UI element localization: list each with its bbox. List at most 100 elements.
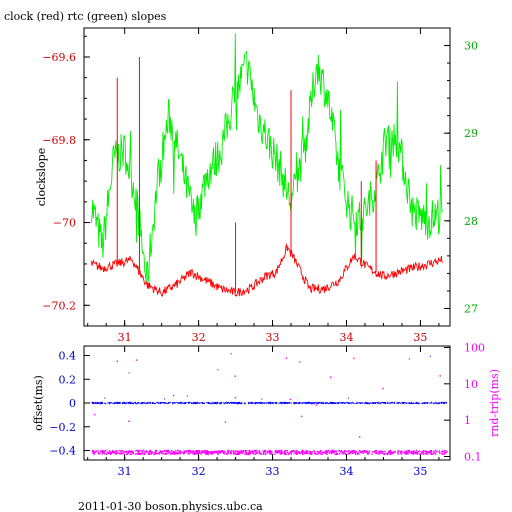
rndtrip-point xyxy=(175,450,177,452)
rndtrip-point xyxy=(235,453,237,456)
offset-point xyxy=(145,402,147,404)
offset-point xyxy=(113,403,115,404)
offset-point xyxy=(173,395,175,396)
rndtrip-point xyxy=(332,451,334,453)
rndtrip-point xyxy=(351,450,354,452)
rndtrip-point xyxy=(149,450,152,452)
rndtrip-point xyxy=(193,452,196,454)
rndtrip-point xyxy=(348,453,350,455)
rndtrip-point xyxy=(113,452,115,454)
rndtrip-point xyxy=(424,453,426,455)
rndtrip-point xyxy=(214,450,216,453)
rndtrip-point xyxy=(408,451,410,454)
rndtrip-point xyxy=(259,453,261,455)
offset-point xyxy=(338,401,340,403)
offset-point xyxy=(271,402,273,404)
offset-point xyxy=(186,395,188,397)
offset-point xyxy=(287,402,288,404)
offset-point xyxy=(167,402,169,404)
rndtrip-point xyxy=(132,451,134,453)
rndtrip-point xyxy=(196,451,199,454)
offset-point xyxy=(314,401,316,403)
rndtrip-point xyxy=(375,452,377,454)
offset-point xyxy=(274,402,276,403)
rndtrip-point xyxy=(199,450,201,452)
offset-point xyxy=(244,403,246,405)
offset-point xyxy=(276,402,278,404)
offset-point xyxy=(275,402,277,404)
rndtrip-point xyxy=(416,453,418,455)
rndtrip-point xyxy=(205,452,207,455)
offset-point xyxy=(328,403,330,405)
rndtrip-point xyxy=(128,420,130,422)
rndtrip-point xyxy=(419,450,421,452)
offset-point xyxy=(305,403,307,405)
offset-point xyxy=(166,403,168,405)
rndtrip-point xyxy=(434,453,437,455)
rndtrip-point xyxy=(344,453,347,455)
rndtrip-point xyxy=(108,450,111,452)
offset-point xyxy=(291,402,292,404)
rndtrip-point xyxy=(136,359,138,361)
rndtrip-point xyxy=(236,452,238,454)
offset-point xyxy=(326,402,327,404)
rndtrip-point xyxy=(315,453,318,455)
offset-point xyxy=(310,403,312,404)
offset-point xyxy=(433,403,435,405)
offset-point xyxy=(319,402,321,404)
rndtrip-point xyxy=(131,451,133,453)
offset-point xyxy=(127,402,129,403)
offset-point xyxy=(383,403,385,404)
offset-point xyxy=(258,402,260,403)
offset-point xyxy=(170,402,171,404)
offset-point xyxy=(253,402,255,404)
offset-point xyxy=(412,402,414,404)
rndtrip-point xyxy=(297,452,299,454)
offset-point xyxy=(270,402,272,404)
bottom-x-tick-label: 33 xyxy=(266,465,280,478)
rndtrip-point xyxy=(325,450,328,452)
rndtrip-point xyxy=(342,453,344,455)
rndtrip-point xyxy=(422,452,425,454)
offset-point xyxy=(332,402,333,404)
offset-point xyxy=(206,402,208,404)
offset-point xyxy=(351,401,353,403)
rndtrip-point xyxy=(166,453,168,455)
offset-point xyxy=(383,402,385,404)
rndtrip-point xyxy=(351,451,353,454)
rndtrip-point xyxy=(374,450,376,452)
offset-point xyxy=(287,402,289,404)
offset-point xyxy=(430,402,432,404)
rndtrip-point xyxy=(321,453,323,455)
bottom-y2-axis-label: rnd-trip(ms) xyxy=(488,369,501,437)
rndtrip-point xyxy=(255,453,257,455)
rndtrip-point xyxy=(276,452,279,454)
rndtrip-point xyxy=(401,451,403,453)
offset-point xyxy=(276,403,277,405)
rndtrip-point xyxy=(357,453,360,455)
rndtrip-point xyxy=(232,451,235,454)
offset-point xyxy=(387,401,389,403)
offset-point xyxy=(347,397,349,399)
rndtrip-point xyxy=(439,375,441,377)
rndtrip-point xyxy=(318,451,320,454)
rndtrip-point xyxy=(249,450,251,452)
rndtrip-point xyxy=(233,453,235,455)
rndtrip-point xyxy=(139,450,142,452)
offset-point xyxy=(177,402,179,404)
offset-point xyxy=(285,401,287,403)
offset-point xyxy=(100,403,101,405)
rndtrip-point xyxy=(100,450,102,452)
rndtrip-point xyxy=(142,449,145,452)
offset-point xyxy=(316,403,318,404)
rndtrip-point xyxy=(311,451,314,453)
offset-point xyxy=(184,403,185,404)
rndtrip-point xyxy=(196,453,198,455)
offset-point xyxy=(429,402,431,404)
offset-point xyxy=(294,403,296,404)
offset-point xyxy=(359,402,361,404)
rndtrip-point xyxy=(386,452,388,455)
offset-point xyxy=(210,403,212,405)
rndtrip-point xyxy=(368,451,370,453)
offset-point xyxy=(435,402,437,403)
